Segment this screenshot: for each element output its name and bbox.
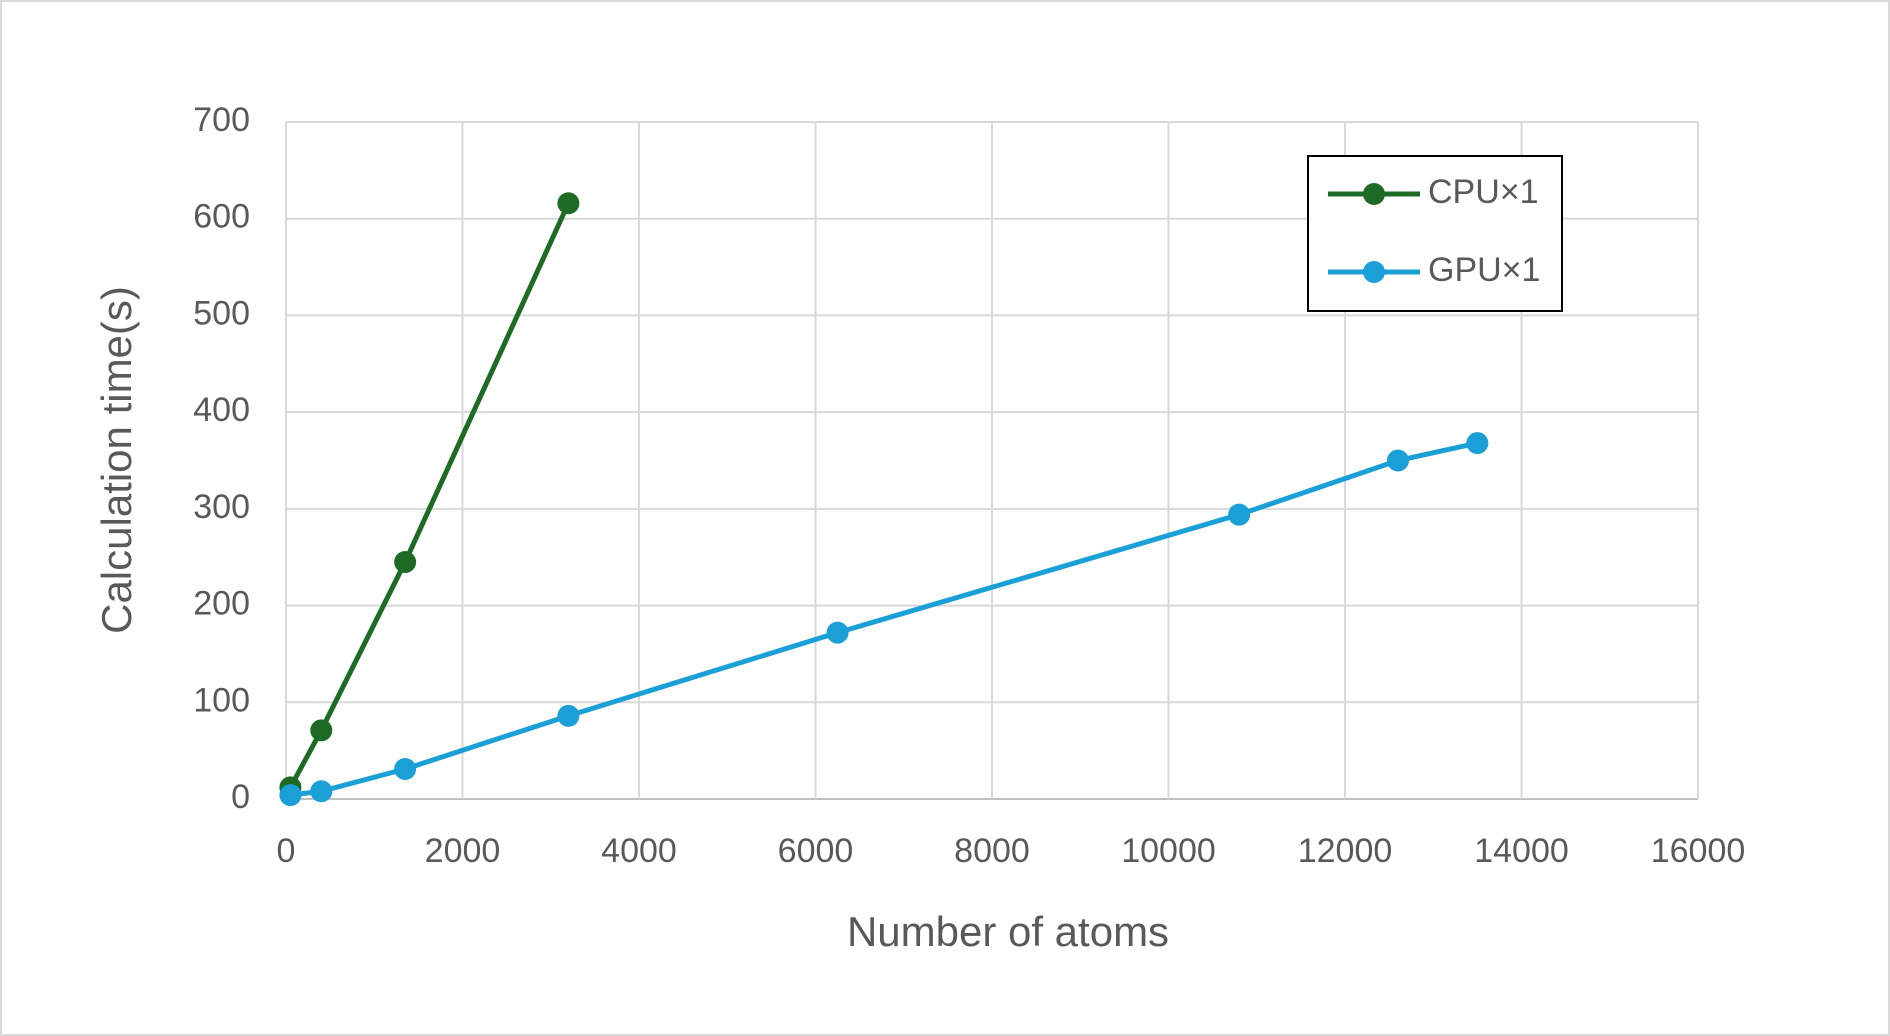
y-tick-label: 100 [193,681,250,719]
grid: 0 100 200 300 400 500 600 700 0 2000 4000 6000 8000 1… [193,101,1745,870]
data-point [310,780,333,803]
x-tick-label: 16000 [1651,832,1746,870]
x-tick-label: 8000 [954,832,1030,870]
y-tick-label: 200 [193,585,250,623]
y-tick-label: 400 [193,391,250,429]
legend: CPU×1 GPU×1 [1307,155,1563,312]
y-tick-label: 700 [193,101,250,139]
data-point [1228,503,1251,526]
data-point [394,551,417,574]
legend-label: GPU×1 [1428,251,1540,289]
y-axis-title: Calculation time(s) [93,286,140,634]
legend-label: CPU×1 [1428,173,1539,211]
data-point [394,758,417,781]
x-tick-label: 14000 [1474,832,1569,870]
legend-marker [1363,183,1385,205]
data-point [557,192,580,215]
data-point [279,784,302,807]
series-line [288,202,571,789]
x-tick-label: 6000 [778,832,854,870]
data-point [1466,432,1489,455]
x-tick-label: 12000 [1298,832,1393,870]
x-tick-label: 4000 [601,832,677,870]
y-tick-label: 300 [193,488,250,526]
data-point [557,704,580,727]
x-tick-label: 10000 [1121,832,1216,870]
data-point [826,621,849,644]
legend-marker [1363,261,1385,283]
data-point [1386,449,1409,472]
x-tick-label: 2000 [425,832,501,870]
x-tick-label: 0 [277,832,296,870]
legend-box [1307,155,1563,312]
plot-lines [279,192,1489,807]
y-tick-label: 500 [193,294,250,332]
x-axis-title: Number of atoms [847,908,1169,955]
series-line [290,440,1478,798]
y-tick-label: 600 [193,198,250,236]
y-tick-label: 0 [231,778,250,816]
data-point [310,719,333,742]
